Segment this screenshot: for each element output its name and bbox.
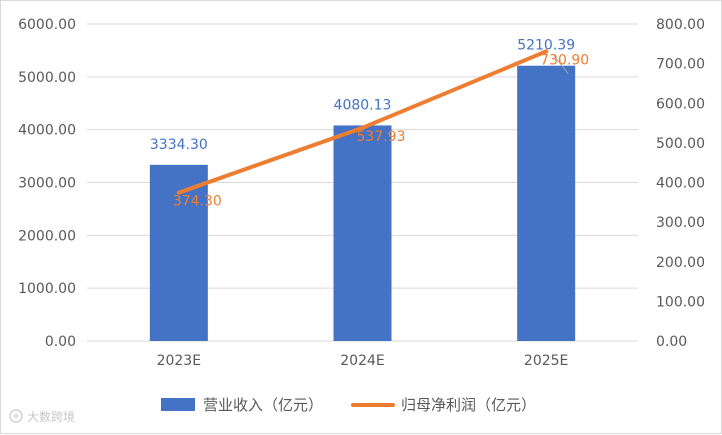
left-tick-label: 2000.00	[18, 228, 76, 244]
right-axis-ticks: 0.00 100.00 200.00 300.00 400.00 500.00 600.00…	[656, 17, 705, 350]
line-point	[544, 49, 549, 54]
right-tick-label: 400.00	[656, 176, 705, 192]
category-label: 2025E	[524, 353, 568, 369]
line-point	[176, 190, 181, 195]
bar-data-label: 4080.13	[334, 97, 392, 113]
line-data-label: 374.30	[173, 194, 222, 210]
right-tick-label: 100.00	[656, 294, 705, 310]
bar	[517, 65, 576, 342]
bar	[333, 125, 392, 341]
watermark-text: 大数跨境	[27, 409, 75, 424]
left-tick-label: 3000.00	[18, 176, 76, 192]
left-tick-label: 0.00	[45, 334, 76, 350]
watermark-logo-icon	[9, 409, 23, 423]
right-tick-label: 200.00	[656, 255, 705, 271]
legend-label-net-profit: 归母净利润（亿元）	[401, 396, 536, 414]
right-tick-label: 800.00	[656, 17, 705, 33]
category-labels: 2023E 2024E 2025E	[157, 353, 569, 369]
left-tick-label: 6000.00	[18, 17, 76, 33]
line-data-label: 730.90	[540, 52, 589, 68]
data-label-leader-line	[553, 55, 569, 75]
legend-label-revenue: 营业收入（亿元）	[203, 396, 323, 414]
bar-data-label: 5210.39	[517, 38, 575, 54]
right-tick-label: 0.00	[656, 334, 687, 350]
left-axis-ticks: 0.00 1000.00 2000.00 3000.00 4000.00 5000.00 6…	[18, 17, 76, 350]
watermark: 大数跨境	[9, 409, 75, 424]
left-tick-label: 1000.00	[18, 281, 76, 297]
line-point	[360, 125, 365, 130]
data-labels: 3334.30 4080.13 5210.39 374.30 537.93 730.90	[150, 38, 589, 210]
right-tick-label: 600.00	[656, 96, 705, 112]
right-tick-label: 500.00	[656, 136, 705, 152]
line-data-label: 537.93	[357, 129, 406, 145]
category-label: 2024E	[340, 353, 384, 369]
legend: 营业收入（亿元） 归母净利润（亿元）	[161, 396, 536, 414]
category-label: 2023E	[157, 353, 201, 369]
right-tick-label: 300.00	[656, 215, 705, 231]
right-tick-label: 700.00	[656, 57, 705, 73]
line-series	[176, 49, 549, 195]
left-tick-label: 5000.00	[18, 70, 76, 86]
bar-series	[149, 65, 576, 342]
legend-bar-swatch	[161, 398, 195, 411]
left-tick-label: 4000.00	[18, 123, 76, 139]
bar-data-label: 3334.30	[150, 137, 208, 153]
